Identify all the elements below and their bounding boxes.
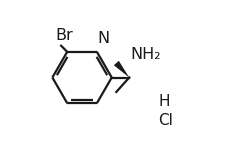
Text: N: N	[98, 31, 110, 46]
Text: H: H	[158, 94, 170, 109]
Text: NH₂: NH₂	[131, 47, 161, 62]
Polygon shape	[114, 61, 129, 78]
Text: Br: Br	[55, 28, 73, 43]
Text: Cl: Cl	[158, 113, 173, 128]
